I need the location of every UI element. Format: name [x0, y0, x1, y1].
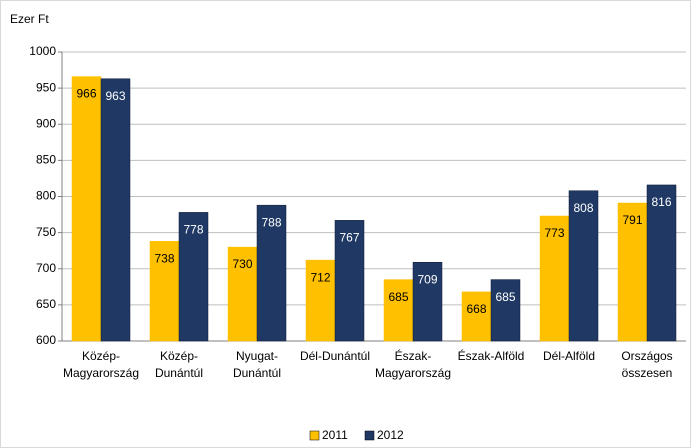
legend-swatch: [309, 430, 320, 441]
bar: [383, 279, 414, 342]
bar: [412, 261, 443, 342]
y-tick-label: 850: [36, 153, 56, 167]
bar: [305, 259, 336, 342]
value-label: 712: [310, 270, 330, 284]
value-label: 778: [183, 223, 203, 237]
bar: [149, 241, 180, 342]
bar: [617, 202, 648, 342]
bar: [568, 190, 599, 342]
y-tick-label: 900: [36, 116, 56, 130]
value-label: 730: [232, 257, 252, 271]
x-tick-label: Közép-: [82, 349, 120, 363]
value-label: 791: [622, 213, 642, 227]
y-tick-label: 750: [36, 225, 56, 239]
y-tick-label: 650: [36, 297, 56, 311]
x-tick-label: Észak-: [395, 348, 432, 363]
bar: [256, 204, 287, 342]
x-tick-label: összesen: [622, 366, 673, 380]
y-tick-label: 1000: [29, 44, 56, 58]
x-tick-label: Országos: [621, 349, 672, 363]
value-label: 767: [339, 231, 359, 245]
value-label: 966: [76, 87, 96, 101]
y-tick-label: 600: [36, 333, 56, 347]
legend-swatch: [364, 430, 375, 441]
y-axis-label: Ezer Ft: [10, 12, 49, 26]
x-tick-label: Dunántúl: [233, 366, 281, 380]
x-tick-label: Nyugat-: [236, 349, 278, 363]
value-label: 773: [544, 226, 564, 240]
bar: [100, 78, 131, 342]
bar: [490, 279, 521, 342]
value-label: 738: [154, 251, 174, 265]
value-label: 685: [388, 290, 408, 304]
bar: [539, 215, 570, 342]
value-label: 668: [466, 302, 486, 316]
x-tick-label: Közép-: [160, 349, 198, 363]
x-tick-label: Dél-Dunántúl: [300, 349, 370, 363]
x-tick-label: Dél-Alföld: [543, 349, 595, 363]
value-label: 685: [495, 290, 515, 304]
bar: [71, 76, 102, 342]
x-tick-label: Magyarország: [63, 366, 139, 380]
y-tick-label: 700: [36, 261, 56, 275]
value-label: 709: [417, 272, 437, 286]
legend-label: 2012: [377, 428, 404, 442]
legend-label: 2011: [322, 428, 348, 442]
bar: [178, 212, 209, 342]
x-tick-label: Dunántúl: [155, 366, 203, 380]
x-tick-label: Észak-Alföld: [458, 348, 525, 363]
value-label: 808: [573, 201, 593, 215]
bar: [646, 184, 677, 342]
value-label: 788: [261, 215, 281, 229]
y-tick-label: 950: [36, 80, 56, 94]
bar: [461, 291, 492, 342]
bar: [334, 220, 365, 342]
y-tick-label: 800: [36, 189, 56, 203]
value-label: 816: [651, 195, 671, 209]
value-label: 963: [105, 89, 125, 103]
x-tick-label: Magyarország: [375, 366, 451, 380]
